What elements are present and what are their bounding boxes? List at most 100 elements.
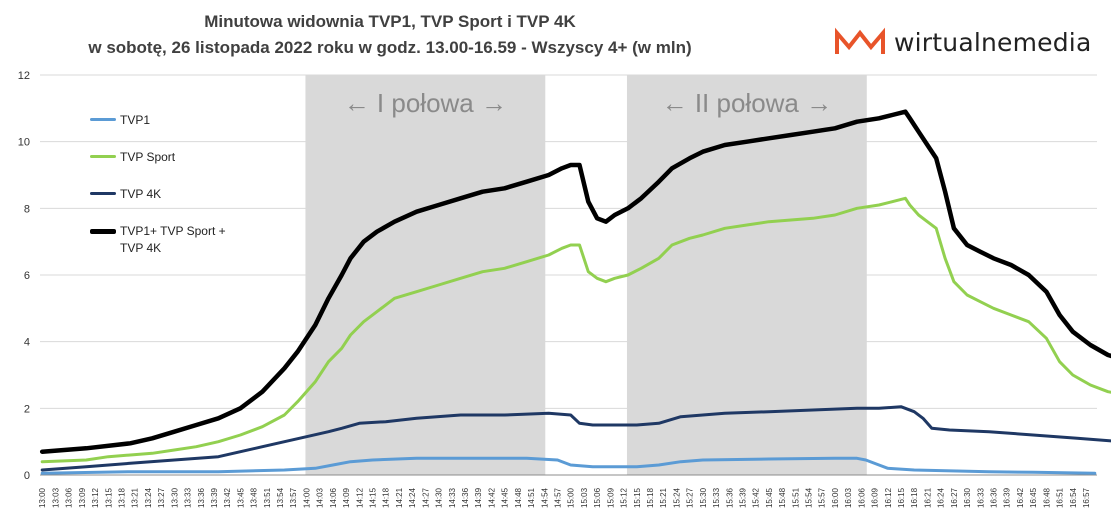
wirtualnemedia-logo[interactable]: wirtualnemedia <box>834 24 1091 60</box>
x-tick-label: 15:09 <box>606 487 615 508</box>
x-tick-label: 16:12 <box>884 487 893 508</box>
x-tick-label: 15:21 <box>659 487 668 508</box>
y-tick-label: 4 <box>24 337 30 349</box>
x-tick-label: 14:09 <box>342 487 351 508</box>
x-tick-label: 16:33 <box>976 487 985 508</box>
x-tick-label: 15:57 <box>818 487 827 508</box>
x-tick-label: 13:51 <box>263 487 272 508</box>
chart-title-line-1: Minutowa widownia TVP1, TVP Sport i TVP … <box>204 12 576 31</box>
x-tick-label: 15:03 <box>580 487 589 508</box>
x-tick-label: 14:12 <box>355 487 364 508</box>
x-tick-label: 16:18 <box>910 487 919 508</box>
series-line-2 <box>40 405 1111 472</box>
series-line-0 <box>40 456 1097 475</box>
x-tick-label: 14:45 <box>501 487 510 508</box>
y-tick-label: 10 <box>18 137 30 149</box>
x-tick-label: 14:36 <box>461 487 470 508</box>
legend-item-total: TVP1+ TVP Sport + TVP 4K <box>90 223 230 257</box>
x-tick-label: 15:48 <box>778 487 787 508</box>
x-tick-label: 13:18 <box>118 487 127 508</box>
x-tick-label: 16:57 <box>1082 487 1091 508</box>
x-tick-label: 13:30 <box>170 487 179 508</box>
x-tick-label: 13:00 <box>38 487 47 508</box>
x-tick-label: 15:39 <box>739 487 748 508</box>
x-tick-label: 14:30 <box>435 487 444 508</box>
x-tick-label: 16:42 <box>1016 487 1025 508</box>
legend-label-tvp-4k: TVP 4K <box>120 187 162 201</box>
x-tick-label: 13:36 <box>197 487 206 508</box>
x-tick-label: 13:33 <box>184 487 193 508</box>
legend-swatch-tvp-4k <box>90 192 116 195</box>
x-tick-label: 15:12 <box>620 487 629 508</box>
x-tick-label: 15:30 <box>699 487 708 508</box>
x-tick-label: 16:36 <box>990 487 999 508</box>
x-tick-label: 14:06 <box>329 487 338 508</box>
x-tick-label: 15:36 <box>725 487 734 508</box>
x-tick-label: 13:24 <box>144 487 153 508</box>
x-tick-label: 14:21 <box>395 487 404 508</box>
x-tick-label: 15:06 <box>593 487 602 508</box>
x-tick-label: 15:42 <box>752 487 761 508</box>
x-tick-label: 14:39 <box>474 487 483 508</box>
x-tick-label: 16:15 <box>897 487 906 508</box>
legend-item-tvp-4k: TVP 4K <box>90 186 230 203</box>
x-tick-label: 16:06 <box>857 487 866 508</box>
x-tick-label: 16:03 <box>844 487 853 508</box>
x-tick-label: 15:33 <box>712 487 721 508</box>
legend-label-tvp1: TVP1 <box>120 113 151 127</box>
x-tick-label: 16:51 <box>1056 487 1065 508</box>
wirtualnemedia-logo-icon <box>835 27 885 54</box>
x-tick-label: 16:00 <box>831 487 840 508</box>
legend-swatch-tvp1 <box>90 118 116 121</box>
x-tick-label: 13:09 <box>78 487 87 508</box>
x-tick-label: 14:18 <box>382 487 391 508</box>
x-tick-label: 13:06 <box>65 487 74 508</box>
x-tick-label: 15:45 <box>765 487 774 508</box>
x-tick-label: 16:21 <box>923 487 932 508</box>
x-tick-label: 16:39 <box>1003 487 1012 508</box>
x-tick-label: 13:15 <box>104 487 113 508</box>
y-tick-label: 12 <box>18 70 30 82</box>
x-tick-label: 14:27 <box>421 487 430 508</box>
chart-title-line-2: w sobotę, 26 listopada 2022 roku w godz.… <box>88 38 692 57</box>
x-tick-label: 13:27 <box>157 487 166 508</box>
x-tick-label: 15:27 <box>686 487 695 508</box>
legend-label-tvp-sport: TVP Sport <box>120 150 176 164</box>
half-period-label-2: ← II połowa → <box>662 88 833 118</box>
x-tick-label: 15:54 <box>805 487 814 508</box>
logo-text: wirtualnemedia <box>894 27 1092 57</box>
x-tick-label: 15:51 <box>791 487 800 508</box>
legend-swatch-tvp-sport <box>90 155 116 158</box>
x-tick-label: 16:45 <box>1029 487 1038 508</box>
half-period-label-1: ← I połowa → <box>344 88 507 118</box>
x-tick-label: 14:57 <box>554 487 563 508</box>
x-tick-label: 15:24 <box>672 487 681 508</box>
x-tick-label: 16:24 <box>937 487 946 508</box>
x-tick-label: 14:24 <box>408 487 417 508</box>
legend-item-tvp-sport: TVP Sport <box>90 149 230 166</box>
y-tick-label: 2 <box>24 403 30 415</box>
x-tick-label: 13:12 <box>91 487 100 508</box>
x-tick-label: 13:45 <box>236 487 245 508</box>
series-line-1 <box>40 196 1111 464</box>
x-tick-label: 13:48 <box>250 487 259 508</box>
x-tick-label: 14:42 <box>487 487 496 508</box>
x-tick-label: 13:21 <box>131 487 140 508</box>
legend-item-tvp1: TVP1 <box>90 112 230 129</box>
x-tick-label: 15:15 <box>633 487 642 508</box>
legend-swatch-total <box>90 229 116 234</box>
x-tick-label: 14:54 <box>540 487 549 508</box>
x-tick-label: 13:57 <box>289 487 298 508</box>
x-tick-label: 14:33 <box>448 487 457 508</box>
x-tick-label: 13:39 <box>210 487 219 508</box>
x-tick-label: 14:48 <box>514 487 523 508</box>
y-tick-label: 8 <box>24 203 30 215</box>
x-tick-label: 13:54 <box>276 487 285 508</box>
y-tick-label: 6 <box>24 270 30 282</box>
series-line-3 <box>39 109 1111 454</box>
y-tick-label: 0 <box>24 470 30 482</box>
x-tick-label: 15:18 <box>646 487 655 508</box>
x-tick-label: 14:15 <box>369 487 378 508</box>
x-tick-label: 13:42 <box>223 487 232 508</box>
